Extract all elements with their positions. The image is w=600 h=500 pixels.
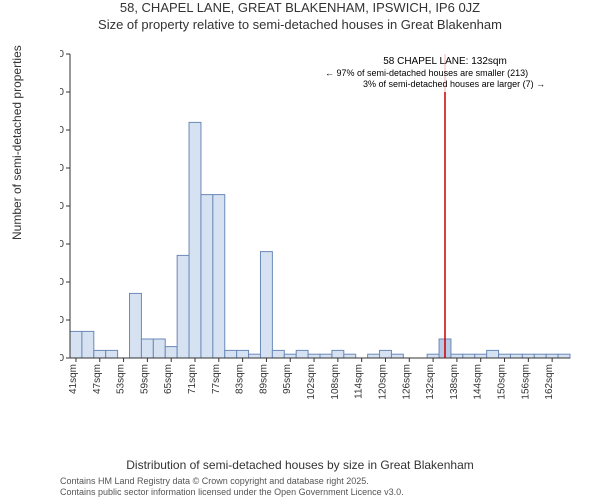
page-subtitle: Size of property relative to semi-detach… (0, 17, 600, 34)
svg-text:80: 80 (60, 49, 64, 60)
svg-text:150sqm: 150sqm (497, 364, 508, 400)
svg-text:53sqm: 53sqm (116, 364, 127, 394)
svg-text:156sqm: 156sqm (520, 364, 531, 400)
svg-text:138sqm: 138sqm (449, 364, 460, 400)
svg-text:0: 0 (60, 353, 64, 364)
footer-line-2: Contains public sector information licen… (60, 487, 404, 498)
histogram-chart: 0 10 20 30 40 50 60 70 80 41sqm 47sqm 53sqm 59sqm 65s… (60, 48, 580, 428)
svg-text:132sqm: 132sqm (425, 364, 436, 400)
svg-text:144sqm: 144sqm (473, 364, 484, 400)
footer-line-1: Contains HM Land Registry data © Crown c… (60, 476, 404, 487)
svg-text:30: 30 (60, 239, 64, 250)
page-title: 58, CHAPEL LANE, GREAT BLAKENHAM, IPSWIC… (0, 0, 600, 17)
svg-text:95sqm: 95sqm (282, 364, 293, 394)
svg-text:83sqm: 83sqm (235, 364, 246, 394)
svg-text:114sqm: 114sqm (354, 364, 365, 399)
svg-text:3% of semi-detached houses are: 3% of semi-detached houses are larger (7… (363, 79, 545, 89)
svg-text:10: 10 (60, 315, 64, 326)
svg-text:70: 70 (60, 87, 64, 98)
svg-text:20: 20 (60, 277, 64, 288)
svg-text:162sqm: 162sqm (544, 364, 555, 400)
svg-text:47sqm: 47sqm (92, 364, 103, 394)
svg-text:102sqm: 102sqm (306, 364, 317, 400)
y-axis-label: Number of semi-detached properties (10, 45, 24, 240)
svg-text:126sqm: 126sqm (401, 364, 412, 400)
svg-text:← 97% of semi-detached houses: ← 97% of semi-detached houses are smalle… (325, 68, 528, 78)
svg-text:50: 50 (60, 163, 64, 174)
svg-text:89sqm: 89sqm (258, 364, 269, 394)
svg-text:59sqm: 59sqm (139, 364, 150, 394)
attribution-footer: Contains HM Land Registry data © Crown c… (60, 476, 404, 498)
svg-text:71sqm: 71sqm (187, 364, 198, 394)
svg-text:77sqm: 77sqm (211, 364, 222, 394)
svg-text:60: 60 (60, 125, 64, 136)
svg-text:65sqm: 65sqm (163, 364, 174, 394)
svg-text:41sqm: 41sqm (68, 364, 79, 394)
svg-text:40: 40 (60, 201, 64, 212)
svg-text:108sqm: 108sqm (330, 364, 341, 400)
x-axis-label: Distribution of semi-detached houses by … (0, 458, 600, 472)
svg-text:58 CHAPEL LANE: 132sqm: 58 CHAPEL LANE: 132sqm (383, 56, 507, 67)
svg-text:120sqm: 120sqm (377, 364, 388, 400)
